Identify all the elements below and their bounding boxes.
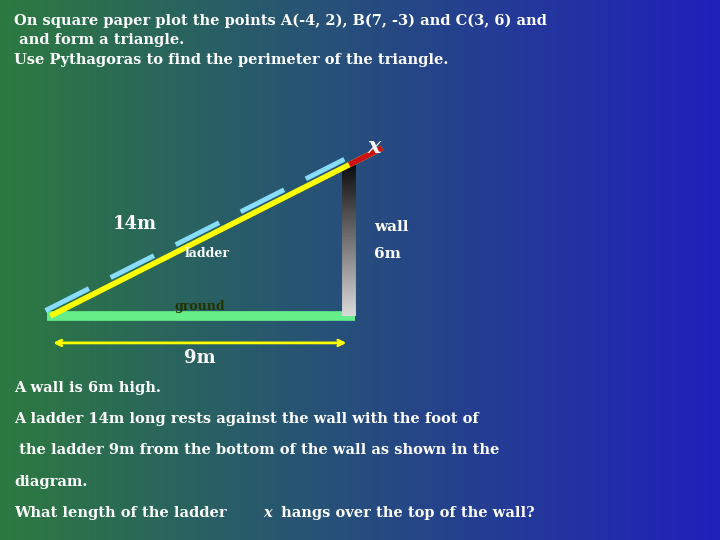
Text: x: x — [263, 506, 271, 520]
Text: Use Pythagoras to find the perimeter of the triangle.: Use Pythagoras to find the perimeter of … — [14, 53, 449, 68]
Text: 6m: 6m — [374, 247, 401, 261]
Text: 14m: 14m — [113, 215, 157, 233]
Text: A wall is 6m high.: A wall is 6m high. — [14, 381, 161, 395]
Text: What length of the ladder: What length of the ladder — [14, 506, 232, 520]
Text: wall: wall — [374, 220, 409, 234]
Text: ladder: ladder — [184, 247, 230, 260]
Text: the ladder 9m from the bottom of the wall as shown in the: the ladder 9m from the bottom of the wal… — [14, 443, 500, 457]
Text: x: x — [367, 136, 380, 158]
Text: and form a triangle.: and form a triangle. — [14, 33, 184, 48]
Text: ground: ground — [174, 300, 225, 313]
Text: On square paper plot the points A(-4, 2), B(7, -3) and C(3, 6) and: On square paper plot the points A(-4, 2)… — [14, 14, 547, 28]
Text: 9m: 9m — [184, 349, 215, 367]
Text: hangs over the top of the wall?: hangs over the top of the wall? — [276, 506, 534, 520]
Text: diagram.: diagram. — [14, 475, 88, 489]
Text: A ladder 14m long rests against the wall with the foot of: A ladder 14m long rests against the wall… — [14, 412, 479, 426]
